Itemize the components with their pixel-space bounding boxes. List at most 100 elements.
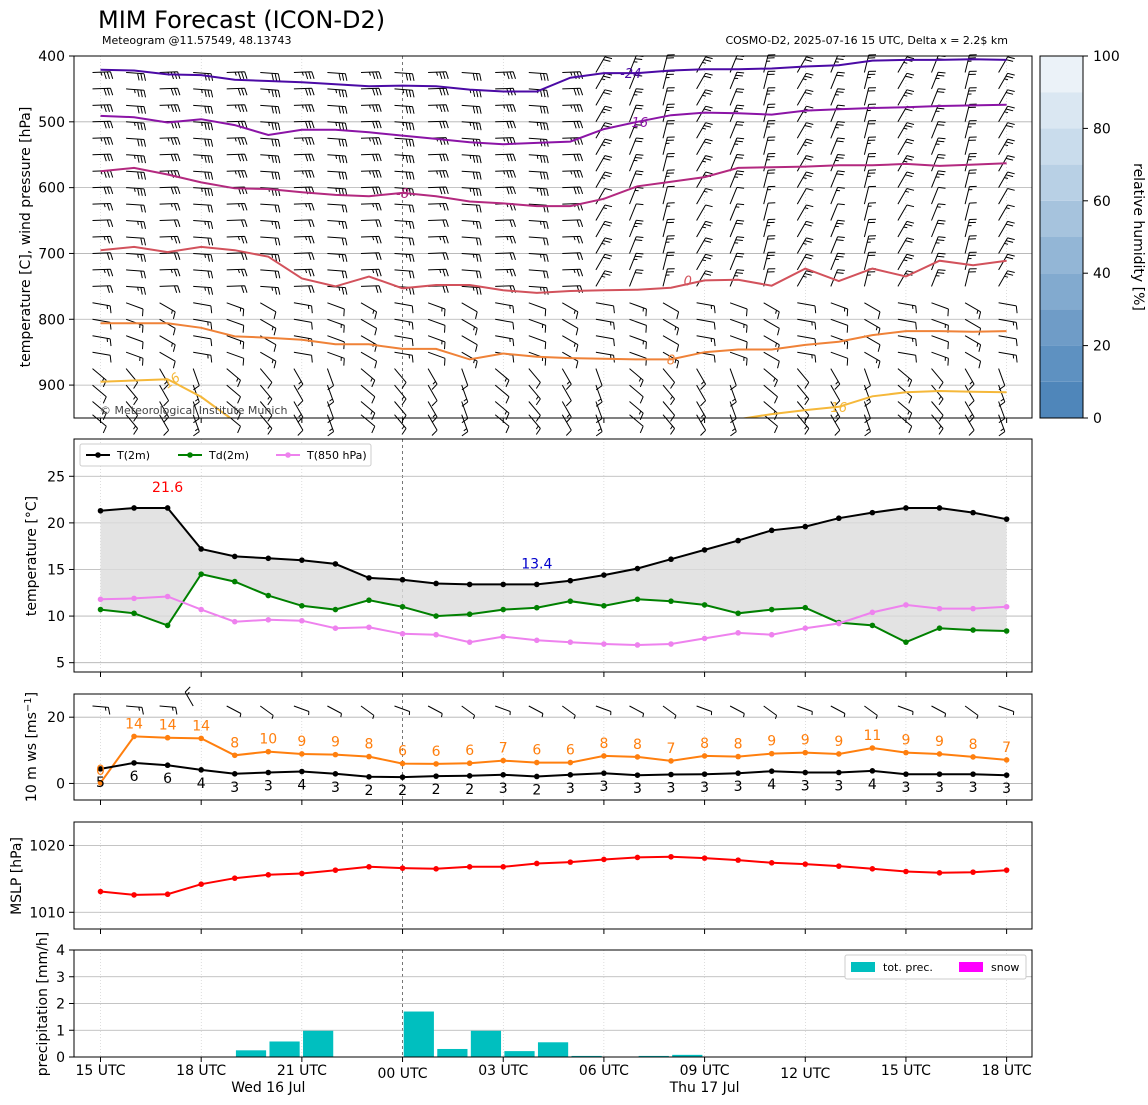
mslp-ylabel: MSLP [hPa] xyxy=(9,837,25,915)
wind-barb xyxy=(797,705,813,716)
wind-barb xyxy=(662,302,680,320)
data-point xyxy=(970,509,976,516)
wind-barb xyxy=(729,401,737,424)
wind-barb xyxy=(729,137,745,155)
data-point xyxy=(601,856,607,863)
wind-barb xyxy=(126,154,146,164)
data-point xyxy=(265,872,272,878)
data-point xyxy=(533,759,540,766)
wind-barb xyxy=(796,138,814,155)
wind-barb xyxy=(964,251,977,271)
wind-value-label: 4 xyxy=(767,777,776,793)
wind-barb xyxy=(830,236,845,254)
wind-barb xyxy=(495,219,516,228)
wind-barb xyxy=(159,153,181,162)
wind-barb xyxy=(92,87,114,96)
wind-barb xyxy=(461,121,482,131)
wind-barb xyxy=(394,368,407,389)
wind-barb xyxy=(528,335,547,350)
wind-barb xyxy=(595,188,613,205)
data-point xyxy=(399,865,406,871)
wind-barb xyxy=(998,72,1015,90)
wind-barb xyxy=(259,384,273,406)
wind-barb xyxy=(528,121,549,131)
wind-barb xyxy=(260,318,277,336)
data-point xyxy=(768,859,775,866)
wind-barb xyxy=(763,414,778,434)
data-point xyxy=(533,637,540,644)
wind-barb xyxy=(226,203,248,211)
wind-barb xyxy=(326,401,335,424)
wind-barb xyxy=(662,87,675,106)
wind-barb xyxy=(629,335,647,350)
wind-barb xyxy=(192,401,200,424)
data-point xyxy=(668,598,674,604)
wind-barb xyxy=(125,302,144,317)
wind-barb xyxy=(528,220,549,230)
wind-barb xyxy=(964,302,982,320)
wind-barb xyxy=(998,335,1018,347)
wind-barb xyxy=(159,203,181,211)
wind-barb xyxy=(595,56,613,73)
data-point xyxy=(332,606,339,613)
wind-barb xyxy=(931,170,946,188)
wind-value-label: 9 xyxy=(901,733,910,749)
wind-value-label: 9 xyxy=(297,734,306,750)
wind-barb xyxy=(696,270,713,287)
wind-barb xyxy=(427,335,446,350)
data-point xyxy=(366,864,372,870)
wind-value-label: 7 xyxy=(1002,740,1011,756)
wind-barb xyxy=(193,220,214,230)
wind-barb xyxy=(595,351,615,363)
wind-barb xyxy=(193,302,213,314)
wind-barb xyxy=(360,87,382,96)
wind-barb xyxy=(226,351,245,366)
data-point xyxy=(936,505,943,511)
wind-barb xyxy=(260,285,281,295)
wind-barb xyxy=(360,252,382,261)
wind-barb xyxy=(662,235,675,254)
wind-barb xyxy=(729,252,745,271)
data-point xyxy=(903,602,909,608)
colorbar-swatch xyxy=(1040,273,1083,310)
wind-barb xyxy=(931,302,949,317)
wind-barb xyxy=(595,270,613,287)
data-point xyxy=(903,771,909,777)
wind-value-label: 6 xyxy=(163,771,172,787)
wind-barb xyxy=(528,253,549,262)
wind-barb xyxy=(830,154,845,172)
isotherm-label: 0 xyxy=(684,274,692,289)
wind-barb xyxy=(931,236,946,254)
data-point xyxy=(869,745,876,751)
wind-barb xyxy=(561,401,572,423)
wind-barb xyxy=(327,203,348,213)
wind-barb xyxy=(662,351,680,369)
precip-bar xyxy=(235,1050,267,1057)
wind-barb xyxy=(159,219,181,228)
wind-barb xyxy=(595,155,613,172)
data-point xyxy=(97,507,104,514)
legend-swatch xyxy=(959,962,983,972)
wind-barb xyxy=(629,269,644,287)
wind-barb xyxy=(92,368,107,388)
wind-barb xyxy=(293,170,315,178)
data-point xyxy=(500,772,507,778)
wind-barb xyxy=(897,368,913,388)
wind-barb xyxy=(796,220,814,238)
wind-barb xyxy=(729,203,745,221)
y-tick-label: 15 xyxy=(47,562,65,578)
wind-barb xyxy=(126,203,146,213)
wind-barb xyxy=(998,122,1015,139)
data-point xyxy=(198,881,204,887)
data-point xyxy=(97,766,104,772)
data-point xyxy=(567,577,574,584)
data-point xyxy=(332,561,339,567)
wind-barb xyxy=(662,414,676,435)
wind-barb xyxy=(931,154,946,172)
data-point xyxy=(802,861,809,867)
legend-label: T(2m) xyxy=(116,449,150,462)
wind-barb xyxy=(159,252,181,261)
wind-barb xyxy=(796,384,810,406)
data-point xyxy=(936,751,943,757)
wind-barb xyxy=(796,155,814,172)
